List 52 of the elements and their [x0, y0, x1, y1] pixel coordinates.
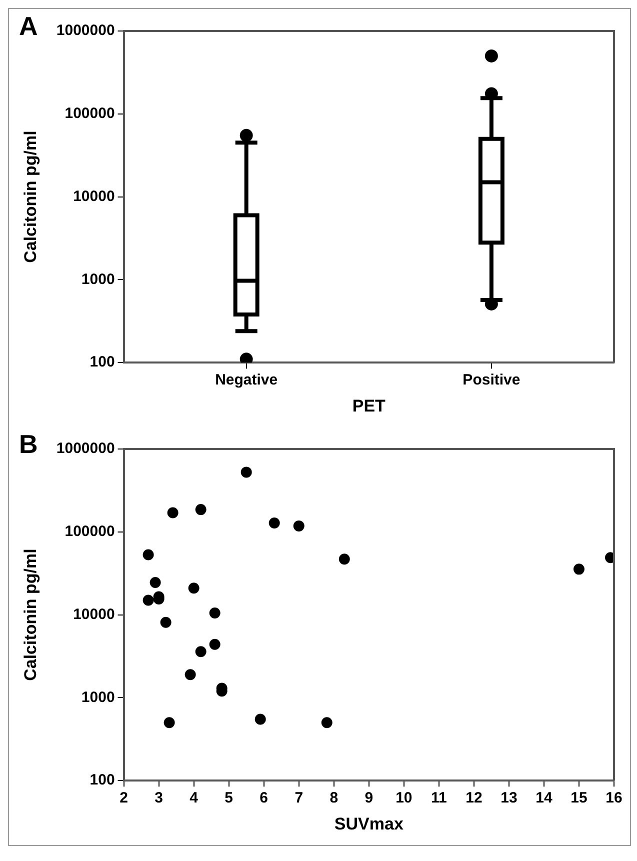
- x-tick-label: 14: [536, 790, 553, 807]
- point: [268, 518, 280, 529]
- x-tick-label: 13: [500, 790, 518, 807]
- point: [188, 582, 200, 594]
- point: [167, 507, 178, 518]
- x-axis-title: PET: [352, 396, 386, 416]
- point: [209, 638, 220, 650]
- point: [150, 577, 161, 588]
- x-tick-label: 9: [364, 790, 374, 807]
- point: [209, 608, 220, 619]
- x-tick-label: 5: [224, 790, 234, 807]
- x-tick-label: 2: [120, 790, 128, 807]
- x-tick-label: 8: [330, 790, 338, 807]
- chart-title: B: [19, 429, 38, 460]
- point: [184, 669, 196, 680]
- x-tick-label: 15: [570, 790, 588, 807]
- point: [195, 646, 206, 658]
- point: [293, 520, 304, 532]
- point: [321, 717, 332, 728]
- y-tick-label: 100: [90, 354, 115, 371]
- x-tick-label: 3: [154, 790, 163, 807]
- x-tick-label: 12: [466, 790, 482, 807]
- x-tick-label: 16: [606, 790, 622, 807]
- y-tick-label: 100: [90, 772, 115, 789]
- x-tick-label: 10: [396, 790, 412, 807]
- y-tick-label: 10000: [73, 188, 115, 205]
- point: [142, 549, 154, 560]
- point: [160, 616, 172, 628]
- point: [164, 717, 175, 728]
- y-axis-title: Calcitonin pg/ml: [20, 548, 40, 681]
- x-tick-label: Negative: [215, 372, 278, 389]
- point: [254, 714, 266, 725]
- y-tick-label: 10000: [73, 606, 115, 623]
- x-tick-label: 4: [190, 790, 199, 807]
- x-tick-label: 7: [294, 790, 304, 807]
- y-axis-title: Calcitonin pg/ml: [20, 130, 40, 263]
- y-tick-label: 1000: [81, 270, 115, 288]
- y-tick-label: 1000: [81, 688, 115, 706]
- point: [573, 564, 584, 575]
- x-tick-label: 11: [430, 790, 447, 807]
- chart-title: A: [19, 11, 38, 42]
- point: [142, 594, 154, 606]
- point: [240, 466, 252, 478]
- y-tick-label: 100000: [64, 105, 115, 122]
- x-tick-label: 6: [260, 790, 268, 807]
- point: [195, 504, 206, 516]
- x-tick-label: Positive: [462, 372, 520, 389]
- y-tick-label: 1000000: [56, 22, 115, 40]
- x-axis-title: SUVmax: [334, 814, 404, 834]
- y-tick-label: 1000000: [56, 440, 115, 458]
- point: [338, 554, 350, 565]
- y-tick-label: 100000: [64, 523, 115, 540]
